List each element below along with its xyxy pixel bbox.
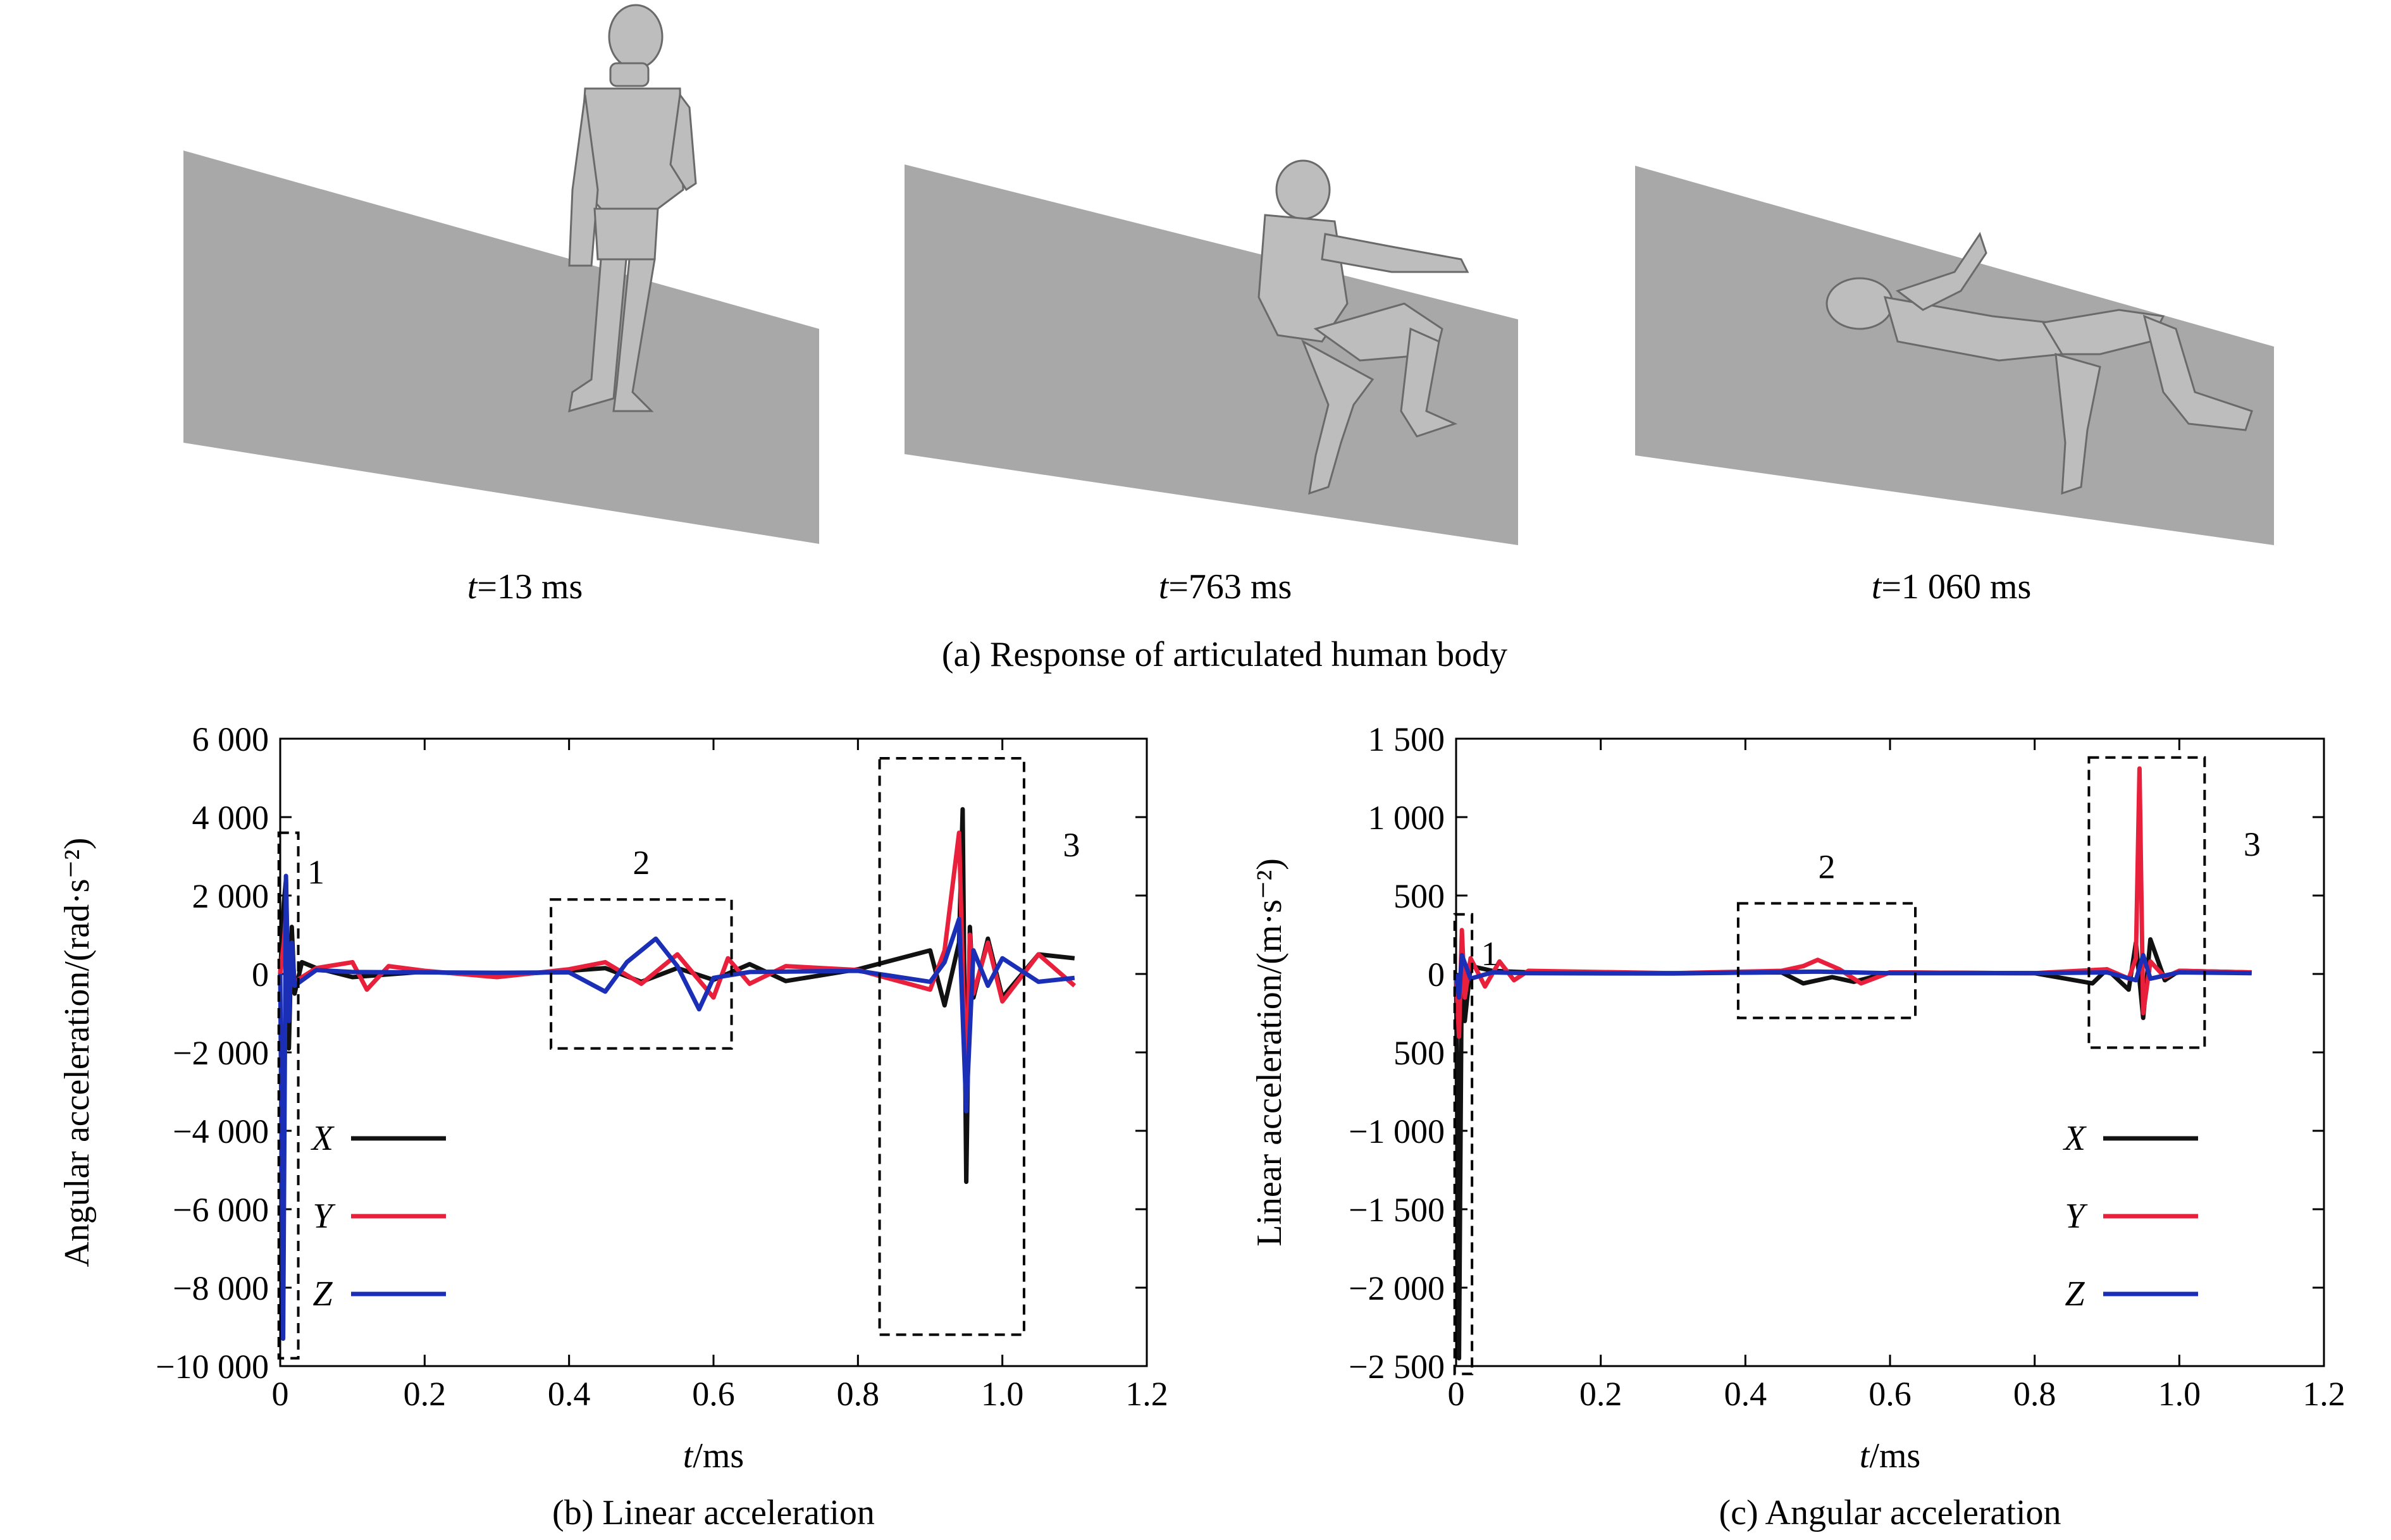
annotation-box-2 — [1736, 902, 1917, 1019]
y-tick-label: −2 000 — [1349, 1269, 1445, 1307]
top-caption: (a) Response of articulated human body — [942, 635, 1507, 674]
inclined-plane — [905, 164, 1518, 545]
annotation-box-1 — [277, 831, 300, 1360]
render-panel-3 — [1635, 166, 2274, 545]
plot-frame — [279, 737, 1148, 1367]
annotation-boxes: 1 2 3 — [1453, 756, 2261, 1376]
chart-b: 0 0.2 0.4 0.6 0.8 1.0 1.2 6 000 4 000 2 000 0 −2 00… — [58, 720, 1168, 1532]
x-tick-label: 0.8 — [2013, 1375, 2056, 1413]
y-tick-label: 1 500 — [1368, 720, 1445, 758]
annotation-box-3 — [2087, 756, 2206, 1049]
time-label-2: t=763 ms — [1159, 567, 1292, 607]
human-model-standing — [568, 4, 697, 413]
x-tick-label: 0.6 — [1869, 1375, 1912, 1413]
annotation-box-3 — [878, 757, 1025, 1336]
annotation-box-1 — [1453, 913, 1474, 1376]
x-tick-label: 0.4 — [548, 1375, 591, 1413]
time-label-1: t=13 ms — [467, 567, 583, 607]
x-tick-label: 0.6 — [692, 1375, 735, 1413]
annotation-label-2: 2 — [633, 844, 650, 882]
y-tick-label: 1 000 — [1368, 799, 1445, 837]
y-tick-label: −8 000 — [173, 1269, 269, 1307]
series-line-Z — [278, 873, 1075, 1341]
legend-label-X: X — [2063, 1119, 2087, 1158]
y-tick-label: 2 000 — [192, 877, 269, 915]
annotation-label-3: 3 — [2244, 825, 2261, 863]
y-axis-label: Angular acceleration/(rad·s⁻²) — [58, 837, 97, 1267]
render-panel-1 — [183, 4, 819, 544]
y-tick-label: 500 — [1393, 1034, 1445, 1072]
annotation-box-2 — [550, 898, 733, 1050]
y-tick-label: −1 500 — [1349, 1191, 1445, 1229]
x-tick-label: 0.8 — [837, 1375, 880, 1413]
y-tick-label: 0 — [1428, 956, 1445, 994]
y-tick-label: −4 000 — [173, 1112, 269, 1150]
time-label-3: t=1 060 ms — [1872, 567, 2032, 607]
inclined-plane — [183, 151, 819, 544]
series-group — [278, 807, 1077, 1341]
render-panel-2 — [905, 159, 1518, 545]
legend-label-Y: Y — [2065, 1197, 2088, 1236]
y-tick-label: −2 500 — [1349, 1348, 1445, 1386]
human-model-lying — [1826, 231, 2253, 495]
plot-frame — [1455, 737, 2325, 1367]
legend: XYZ — [2063, 1119, 2198, 1314]
x-tick-label: 1.0 — [981, 1375, 1024, 1413]
annotation-label-1: 1 — [307, 853, 324, 891]
y-tick-label: 6 000 — [192, 720, 269, 758]
x-tick-label: 0 — [272, 1375, 289, 1413]
x-axis-label: t/ms — [683, 1436, 744, 1475]
caption-b: (b) Linear acceleration — [552, 1493, 875, 1532]
y-tick-label: −1 000 — [1349, 1112, 1445, 1150]
x-axis-label: t/ms — [1860, 1436, 1920, 1475]
y-tick-label: −6 000 — [173, 1191, 269, 1229]
x-tick-label: 0 — [1448, 1375, 1465, 1413]
ticks: 0 0.2 0.4 0.6 0.8 1.0 1.2 6 000 4 000 2 000 0 −2 00… — [156, 720, 1168, 1413]
annotation-label-1: 1 — [1481, 935, 1498, 973]
caption-c: (c) Angular acceleration — [1719, 1493, 2061, 1532]
y-axis-label: Linear acceleration/(m·s⁻²) — [1250, 858, 1289, 1247]
legend-label-Z: Z — [312, 1274, 333, 1314]
chart-c: 0 0.2 0.4 0.6 0.8 1.0 1.2 1 500 1 000 500 0 500 −1 0… — [1250, 720, 2345, 1532]
x-tick-label: 0.2 — [404, 1375, 447, 1413]
x-tick-label: 1.2 — [1125, 1375, 1168, 1413]
inclined-plane — [1635, 166, 2274, 545]
annotation-boxes: 1 2 3 — [277, 757, 1080, 1360]
series-line-Z — [1454, 952, 2252, 1000]
annotation-label-3: 3 — [1063, 826, 1080, 864]
legend: XYZ — [311, 1119, 446, 1314]
annotation-label-2: 2 — [1818, 847, 1835, 885]
y-tick-label: 4 000 — [192, 799, 269, 837]
x-tick-label: 1.2 — [2302, 1375, 2345, 1413]
y-tick-label: 500 — [1393, 877, 1445, 915]
legend-label-Z: Z — [2065, 1274, 2085, 1314]
legend-label-X: X — [311, 1119, 335, 1158]
x-tick-label: 0.4 — [1724, 1375, 1767, 1413]
ticks: 0 0.2 0.4 0.6 0.8 1.0 1.2 1 500 1 000 500 0 500 −1 0… — [1349, 720, 2345, 1413]
x-tick-label: 0.2 — [1579, 1375, 1622, 1413]
x-tick-label: 1.0 — [2158, 1375, 2201, 1413]
y-tick-label: −10 000 — [156, 1348, 269, 1386]
y-tick-label: 0 — [252, 956, 269, 994]
legend-label-Y: Y — [312, 1197, 336, 1236]
y-tick-label: −2 000 — [173, 1034, 269, 1072]
series-group — [1454, 766, 2252, 1361]
human-model-falling — [1257, 159, 1469, 495]
